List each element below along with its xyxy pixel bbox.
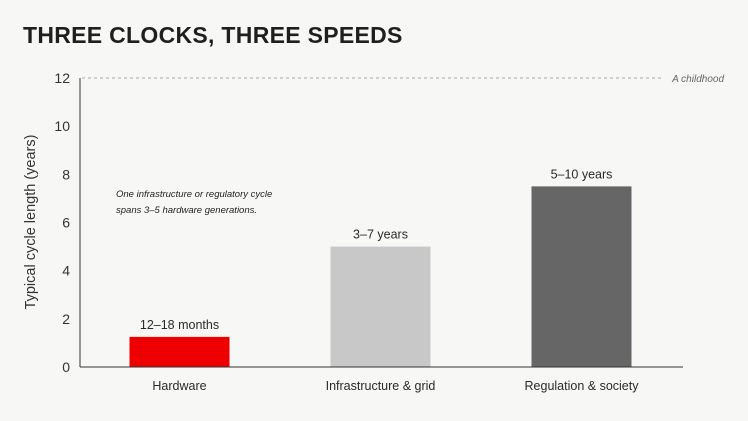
y-tick-label: 8 bbox=[62, 166, 70, 182]
y-tick-label: 2 bbox=[62, 311, 70, 327]
bar bbox=[330, 246, 431, 367]
category-label: Hardware bbox=[152, 379, 206, 393]
y-tick-label: 6 bbox=[62, 215, 70, 231]
bar bbox=[129, 336, 230, 367]
y-tick-label: 0 bbox=[62, 359, 70, 375]
bar bbox=[531, 186, 632, 367]
y-axis-ticks: 0 2 4 6 8 10 12 bbox=[54, 70, 70, 375]
bar-data-label: 12–18 months bbox=[140, 318, 219, 332]
bars-group: 12–18 months 3–7 years 5–10 years bbox=[129, 167, 632, 367]
chart-title: THREE CLOCKS, THREE SPEEDS bbox=[23, 22, 403, 48]
axes-group bbox=[79, 78, 683, 368]
annotation-text: spans 3–5 hardware generations. bbox=[116, 205, 257, 216]
category-label: Regulation & society bbox=[525, 379, 640, 393]
annotation-text: One infrastructure or regulatory cycle bbox=[116, 189, 272, 200]
y-tick-label: 4 bbox=[62, 263, 70, 279]
reference-line-label: A childhood bbox=[671, 74, 724, 85]
reference-line-group: A childhood bbox=[82, 74, 724, 85]
bar-data-label: 3–7 years bbox=[353, 228, 408, 242]
y-axis-title: Typical cycle length (years) bbox=[23, 135, 39, 310]
annotation-group: One infrastructure or regulatory cycle sp… bbox=[116, 189, 272, 216]
y-tick-label: 10 bbox=[54, 118, 70, 134]
bar-data-label: 5–10 years bbox=[551, 167, 613, 181]
y-tick-label: 12 bbox=[54, 70, 70, 86]
category-labels: Hardware Infrastructure & grid Regulation … bbox=[152, 379, 639, 393]
category-label: Infrastructure & grid bbox=[326, 379, 436, 393]
